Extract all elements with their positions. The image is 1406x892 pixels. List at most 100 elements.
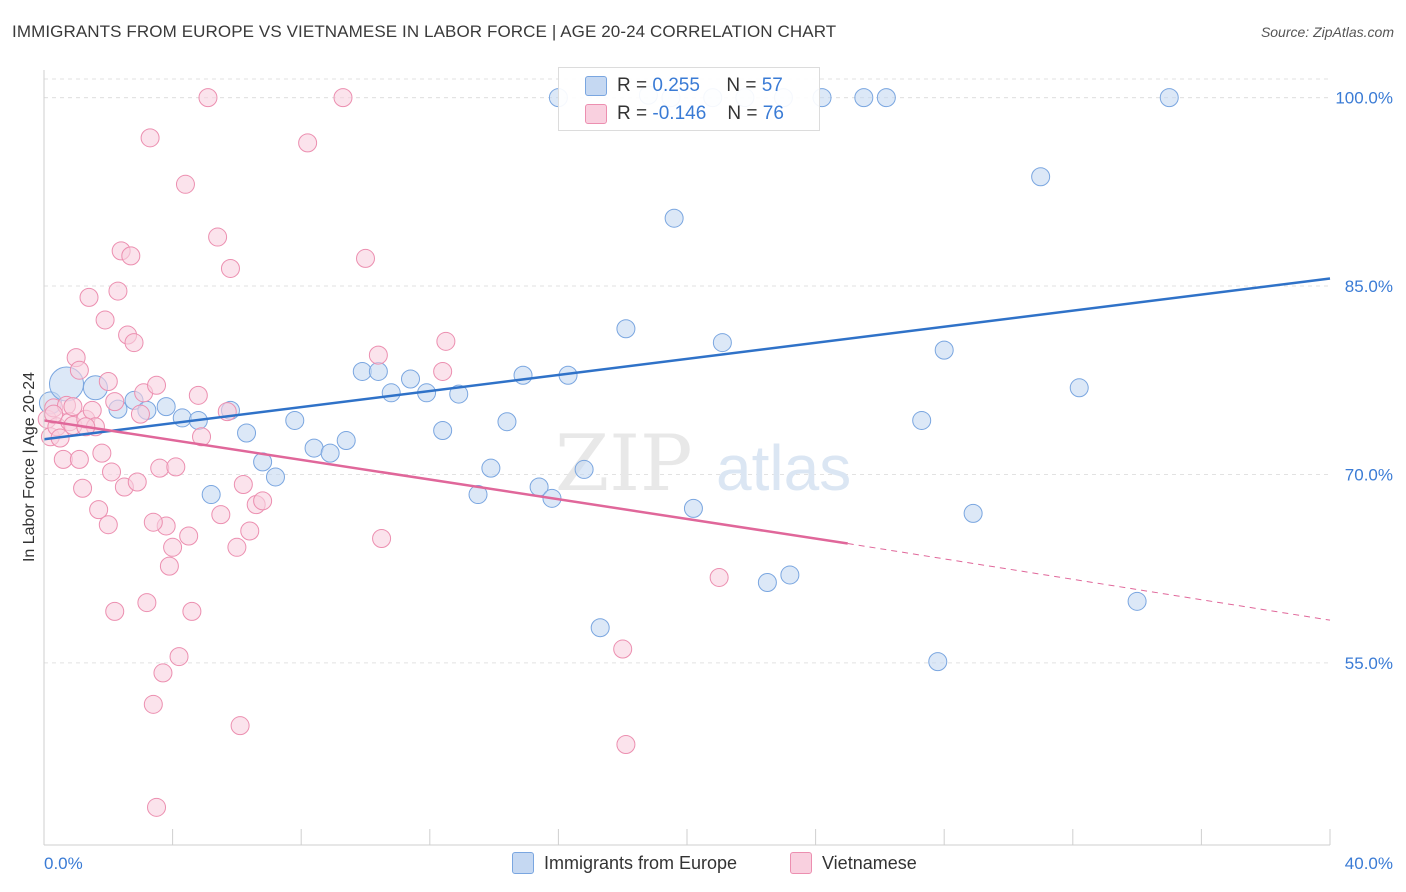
legend-r-label: R = [617, 103, 648, 124]
europe-point [1127, 591, 1147, 611]
bottom-legend-label-europe: Immigrants from Europe [544, 852, 738, 873]
vietnamese-point [147, 797, 167, 817]
europe-point [201, 485, 221, 505]
legend-n-label: N = [727, 103, 758, 124]
y-tick-label: 85.0% [1345, 277, 1393, 296]
watermark-atlas: atlas [716, 432, 851, 504]
legend-n-value-europe: 57 [761, 75, 783, 96]
europe-point [368, 361, 388, 381]
vietnamese-point [240, 521, 260, 541]
chart-source: Source: ZipAtlas.com [1260, 24, 1394, 40]
vietnamese-point [333, 88, 353, 108]
vietnamese-point [372, 529, 392, 549]
europe-point [449, 384, 469, 404]
x-tick-label-min: 0.0% [44, 854, 83, 873]
europe-point [352, 361, 372, 381]
vietnamese-point [108, 281, 128, 301]
watermark: ZIP atlas [555, 419, 851, 509]
europe-point [574, 459, 594, 479]
vietnamese-point [82, 400, 102, 420]
tick-labels: 55.0% 70.0% 85.0% 100.0% 0.0% 40.0% [44, 89, 1393, 873]
vietnamese-point [79, 287, 99, 307]
vietnamese-point [208, 227, 228, 247]
legend-r-value-vietnamese: -0.146 [652, 103, 707, 124]
vietnamese-point [105, 392, 125, 412]
europe-point [481, 458, 501, 478]
vietnamese-point [709, 567, 729, 587]
vietnamese-point [102, 462, 122, 482]
europe-point [664, 208, 684, 228]
bottom-legend-europe: Immigrants from Europe [512, 852, 737, 874]
legend-r-label: R = [617, 75, 648, 96]
vietnamese-point [182, 601, 202, 621]
vietnamese-point [124, 333, 144, 353]
vietnamese-trend-line [43, 419, 848, 545]
vietnamese-point [127, 472, 147, 492]
europe-point [928, 652, 948, 672]
vietnamese-point [159, 556, 179, 576]
europe-point [1069, 378, 1089, 398]
watermark-zip: ZIP [555, 419, 693, 509]
bottom-legend-swatch-europe [512, 852, 534, 874]
vietnamese-point [153, 663, 173, 683]
europe-point [712, 333, 732, 353]
vietnamese-point [253, 491, 273, 511]
trend-lines [43, 277, 1331, 621]
vietnamese-point [227, 537, 247, 557]
vietnamese-point [147, 375, 167, 395]
vietnamese-point [198, 88, 218, 108]
vietnamese-point [53, 449, 73, 469]
bottom-legend: Immigrants from Europe Vietnamese [0, 852, 1406, 878]
europe-trend-line [43, 277, 1331, 441]
vietnamese-trend-projection [847, 543, 1331, 621]
vietnamese-point [163, 537, 183, 557]
vietnamese-point [166, 457, 186, 477]
y-axis-label: In Labor Force | Age 20-24 [21, 371, 38, 563]
vietnamese-point [356, 248, 375, 268]
grid [44, 78, 1330, 664]
vietnamese-point [368, 345, 388, 365]
vietnamese-point [105, 601, 125, 621]
bottom-legend-vietnamese: Vietnamese [790, 852, 917, 874]
vietnamese-point [95, 310, 115, 330]
vietnamese-point [613, 639, 633, 659]
vietnamese-point [179, 526, 199, 546]
vietnamese-point [436, 331, 456, 351]
europe-point [401, 369, 421, 389]
vietnamese-point [230, 716, 250, 736]
legend-n-value-vietnamese: 76 [762, 103, 784, 124]
europe-point [265, 467, 285, 487]
vietnamese-point [98, 515, 118, 535]
y-tick-label: 70.0% [1345, 465, 1393, 484]
europe-point [590, 618, 610, 638]
europe-point [320, 443, 340, 463]
europe-point [237, 423, 257, 443]
axes [43, 70, 1331, 846]
europe-point [1159, 88, 1179, 108]
correlation-legend: R = 0.255 N = 57 R = -0.146 N = 76 [558, 67, 820, 131]
vietnamese-point [137, 593, 157, 613]
vietnamese-point [616, 735, 636, 755]
vietnamese-point [89, 500, 109, 520]
legend-swatch-vietnamese [585, 104, 607, 124]
vietnamese-point [92, 443, 112, 463]
bottom-legend-label-vietnamese: Vietnamese [822, 852, 917, 873]
vietnamese-point [220, 258, 240, 278]
europe-point [285, 410, 305, 430]
x-tick-label-max: 40.0% [1345, 854, 1393, 873]
europe-point [854, 88, 874, 108]
vietnamese-point [143, 512, 163, 532]
europe-point [156, 397, 176, 417]
legend-n-label: N = [726, 75, 757, 96]
y-tick-label: 100.0% [1335, 89, 1393, 108]
vietnamese-point [433, 361, 453, 381]
europe-point [934, 340, 954, 360]
vietnamese-point [143, 694, 163, 714]
legend-r-value-europe: 0.255 [652, 75, 700, 96]
vietnamese-point [175, 174, 195, 194]
europe-point [683, 498, 703, 518]
vietnamese-points [37, 88, 729, 817]
europe-point [876, 88, 896, 108]
europe-point [433, 420, 453, 440]
